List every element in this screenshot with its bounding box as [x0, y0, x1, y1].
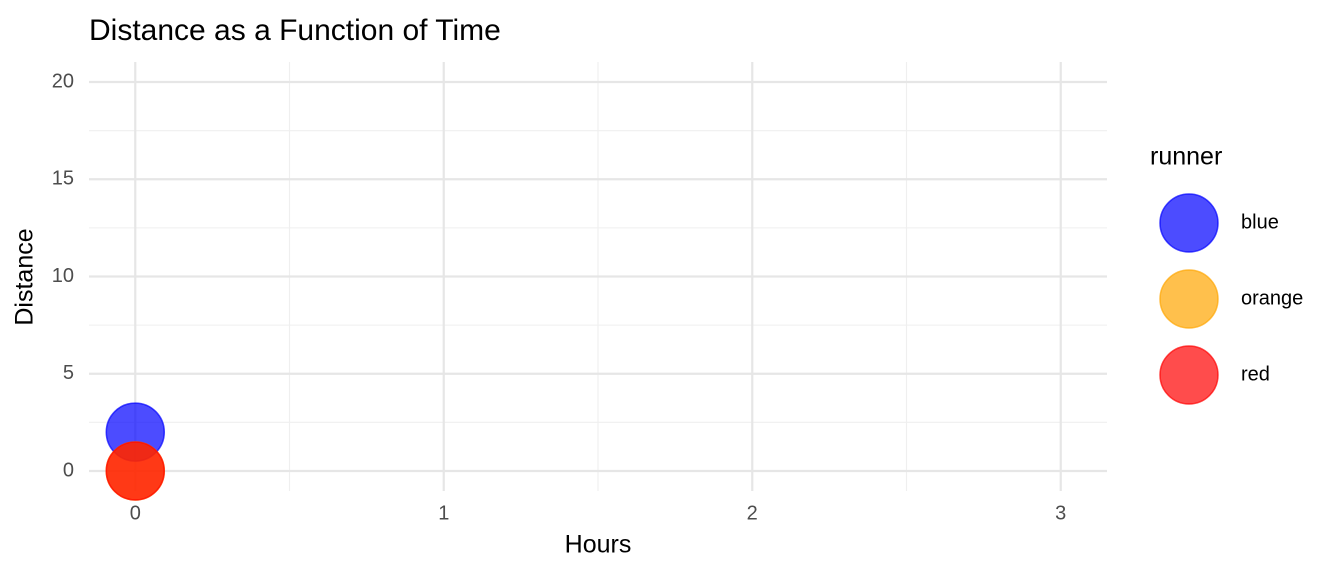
y-axis-title: Distance	[11, 228, 39, 325]
y-tick-label: 20	[52, 70, 74, 92]
legend-label: blue	[1241, 211, 1279, 233]
x-tick-label: 2	[747, 502, 758, 524]
legend-title: runner	[1150, 143, 1222, 171]
x-axis-title: Hours	[565, 531, 632, 559]
legend-label: red	[1241, 363, 1270, 385]
y-tick-label: 5	[63, 362, 74, 384]
point	[105, 441, 166, 501]
legend-label: orange	[1241, 287, 1303, 309]
legend-key	[1159, 269, 1219, 329]
y-tick-label: 15	[52, 168, 74, 190]
x-tick-label: 0	[130, 502, 141, 524]
legend-key	[1159, 345, 1219, 405]
legend-key	[1159, 193, 1219, 253]
chart-title: Distance as a Function of Time	[89, 14, 501, 47]
y-tick-label: 10	[52, 265, 74, 287]
y-tick-label: 0	[63, 459, 74, 481]
x-tick-label: 1	[438, 502, 449, 524]
x-tick-label: 3	[1055, 502, 1066, 524]
